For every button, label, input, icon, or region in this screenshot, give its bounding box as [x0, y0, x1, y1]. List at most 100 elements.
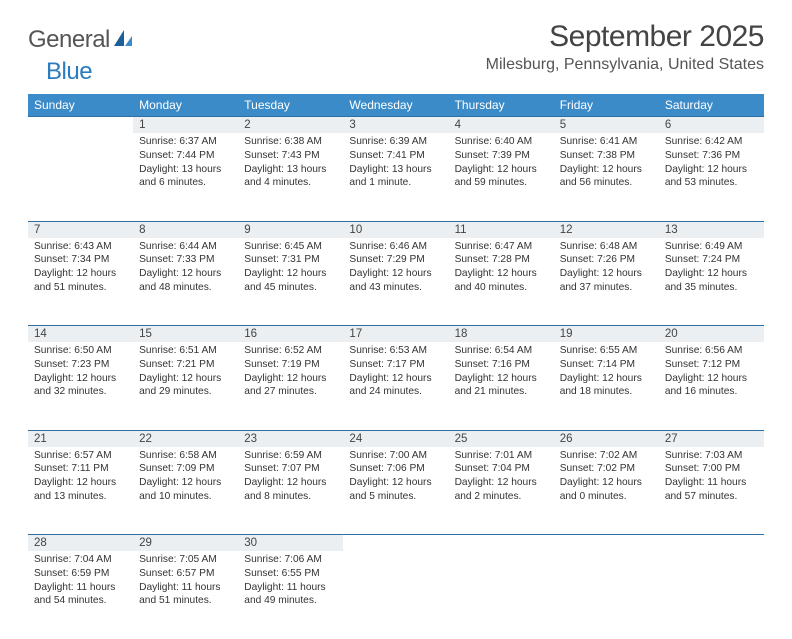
- sunrise-text: Sunrise: 7:00 AM: [349, 449, 442, 463]
- sunset-text: Sunset: 7:39 PM: [455, 149, 548, 163]
- day-number: 2: [238, 117, 343, 134]
- sunrise-text: Sunrise: 6:50 AM: [34, 344, 127, 358]
- sunset-text: Sunset: 7:07 PM: [244, 462, 337, 476]
- sunrise-text: Sunrise: 6:47 AM: [455, 240, 548, 254]
- sunset-text: Sunset: 7:04 PM: [455, 462, 548, 476]
- day-cell: Sunrise: 6:59 AMSunset: 7:07 PMDaylight:…: [238, 447, 343, 535]
- day-cell: Sunrise: 6:40 AMSunset: 7:39 PMDaylight:…: [449, 133, 554, 221]
- daylight-text: Daylight: 13 hours and 4 minutes.: [244, 163, 337, 191]
- content-row: Sunrise: 6:43 AMSunset: 7:34 PMDaylight:…: [28, 238, 764, 326]
- sunrise-text: Sunrise: 7:01 AM: [455, 449, 548, 463]
- weekday-header-row: Sunday Monday Tuesday Wednesday Thursday…: [28, 94, 764, 117]
- sunset-text: Sunset: 7:11 PM: [34, 462, 127, 476]
- sunrise-text: Sunrise: 6:53 AM: [349, 344, 442, 358]
- weekday-header: Friday: [554, 94, 659, 117]
- sunrise-text: Sunrise: 6:44 AM: [139, 240, 232, 254]
- sunset-text: Sunset: 7:38 PM: [560, 149, 653, 163]
- sunrise-text: Sunrise: 6:38 AM: [244, 135, 337, 149]
- day-cell: [659, 551, 764, 639]
- daylight-text: Daylight: 12 hours and 32 minutes.: [34, 372, 127, 400]
- weekday-header: Thursday: [449, 94, 554, 117]
- day-cell: Sunrise: 6:37 AMSunset: 7:44 PMDaylight:…: [133, 133, 238, 221]
- daylight-text: Daylight: 12 hours and 2 minutes.: [455, 476, 548, 504]
- daylight-text: Daylight: 12 hours and 56 minutes.: [560, 163, 653, 191]
- day-number: 15: [133, 326, 238, 343]
- daylight-text: Daylight: 12 hours and 13 minutes.: [34, 476, 127, 504]
- day-number: [343, 535, 448, 552]
- sunset-text: Sunset: 7:24 PM: [665, 253, 758, 267]
- day-number: 19: [554, 326, 659, 343]
- sunset-text: Sunset: 7:19 PM: [244, 358, 337, 372]
- sunset-text: Sunset: 7:44 PM: [139, 149, 232, 163]
- daylight-text: Daylight: 12 hours and 35 minutes.: [665, 267, 758, 295]
- day-cell: Sunrise: 6:49 AMSunset: 7:24 PMDaylight:…: [659, 238, 764, 326]
- daylight-text: Daylight: 11 hours and 49 minutes.: [244, 581, 337, 609]
- day-number: 17: [343, 326, 448, 343]
- daylight-text: Daylight: 11 hours and 57 minutes.: [665, 476, 758, 504]
- sunrise-text: Sunrise: 6:52 AM: [244, 344, 337, 358]
- day-cell: Sunrise: 7:02 AMSunset: 7:02 PMDaylight:…: [554, 447, 659, 535]
- weekday-header: Monday: [133, 94, 238, 117]
- sunrise-text: Sunrise: 6:56 AM: [665, 344, 758, 358]
- brand-sail-icon: [112, 28, 134, 53]
- daylight-text: Daylight: 12 hours and 24 minutes.: [349, 372, 442, 400]
- title-block: September 2025 Milesburg, Pennsylvania, …: [486, 20, 764, 74]
- daylight-text: Daylight: 12 hours and 27 minutes.: [244, 372, 337, 400]
- day-cell: Sunrise: 6:39 AMSunset: 7:41 PMDaylight:…: [343, 133, 448, 221]
- daylight-text: Daylight: 12 hours and 16 minutes.: [665, 372, 758, 400]
- daylight-text: Daylight: 12 hours and 48 minutes.: [139, 267, 232, 295]
- day-number: 6: [659, 117, 764, 134]
- sunrise-text: Sunrise: 6:37 AM: [139, 135, 232, 149]
- sunrise-text: Sunrise: 6:40 AM: [455, 135, 548, 149]
- sunset-text: Sunset: 7:43 PM: [244, 149, 337, 163]
- sunset-text: Sunset: 7:00 PM: [665, 462, 758, 476]
- day-number: 11: [449, 221, 554, 238]
- daylight-text: Daylight: 13 hours and 6 minutes.: [139, 163, 232, 191]
- daylight-text: Daylight: 11 hours and 54 minutes.: [34, 581, 127, 609]
- day-number: 26: [554, 430, 659, 447]
- day-cell: Sunrise: 7:03 AMSunset: 7:00 PMDaylight:…: [659, 447, 764, 535]
- daynum-row: 78910111213: [28, 221, 764, 238]
- day-cell: [449, 551, 554, 639]
- day-number: 20: [659, 326, 764, 343]
- sunset-text: Sunset: 7:34 PM: [34, 253, 127, 267]
- daylight-text: Daylight: 12 hours and 51 minutes.: [34, 267, 127, 295]
- daylight-text: Daylight: 12 hours and 18 minutes.: [560, 372, 653, 400]
- sunrise-text: Sunrise: 6:42 AM: [665, 135, 758, 149]
- sunset-text: Sunset: 7:06 PM: [349, 462, 442, 476]
- sunrise-text: Sunrise: 6:49 AM: [665, 240, 758, 254]
- day-cell: [343, 551, 448, 639]
- sunrise-text: Sunrise: 6:54 AM: [455, 344, 548, 358]
- day-cell: Sunrise: 6:47 AMSunset: 7:28 PMDaylight:…: [449, 238, 554, 326]
- weekday-header: Wednesday: [343, 94, 448, 117]
- day-cell: Sunrise: 6:52 AMSunset: 7:19 PMDaylight:…: [238, 342, 343, 430]
- sunrise-text: Sunrise: 6:48 AM: [560, 240, 653, 254]
- weekday-header: Saturday: [659, 94, 764, 117]
- day-number: 4: [449, 117, 554, 134]
- daylight-text: Daylight: 12 hours and 5 minutes.: [349, 476, 442, 504]
- day-cell: Sunrise: 6:38 AMSunset: 7:43 PMDaylight:…: [238, 133, 343, 221]
- sunset-text: Sunset: 7:26 PM: [560, 253, 653, 267]
- daylight-text: Daylight: 12 hours and 8 minutes.: [244, 476, 337, 504]
- sunrise-text: Sunrise: 6:41 AM: [560, 135, 653, 149]
- content-row: Sunrise: 6:50 AMSunset: 7:23 PMDaylight:…: [28, 342, 764, 430]
- sunrise-text: Sunrise: 6:43 AM: [34, 240, 127, 254]
- day-number: [554, 535, 659, 552]
- sunset-text: Sunset: 7:31 PM: [244, 253, 337, 267]
- day-number: 9: [238, 221, 343, 238]
- day-number: 22: [133, 430, 238, 447]
- day-cell: Sunrise: 7:00 AMSunset: 7:06 PMDaylight:…: [343, 447, 448, 535]
- day-cell: Sunrise: 6:54 AMSunset: 7:16 PMDaylight:…: [449, 342, 554, 430]
- day-number: 3: [343, 117, 448, 134]
- sunrise-text: Sunrise: 7:06 AM: [244, 553, 337, 567]
- day-number: 29: [133, 535, 238, 552]
- sunrise-text: Sunrise: 6:45 AM: [244, 240, 337, 254]
- month-title: September 2025: [486, 20, 764, 54]
- daynum-row: 282930: [28, 535, 764, 552]
- day-number: 30: [238, 535, 343, 552]
- sunset-text: Sunset: 7:28 PM: [455, 253, 548, 267]
- day-cell: Sunrise: 7:01 AMSunset: 7:04 PMDaylight:…: [449, 447, 554, 535]
- sunset-text: Sunset: 7:41 PM: [349, 149, 442, 163]
- sunset-text: Sunset: 7:12 PM: [665, 358, 758, 372]
- daylight-text: Daylight: 12 hours and 40 minutes.: [455, 267, 548, 295]
